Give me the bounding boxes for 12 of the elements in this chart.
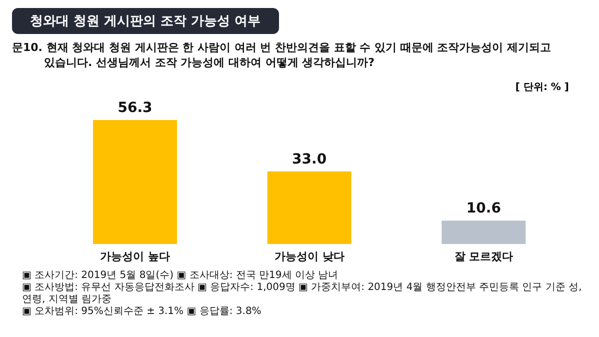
text: ▣ 조사기간: 2019년 5월 8일(수) ▣ 조사대상: 전국 만19세 이상 남녀 [22, 270, 340, 282]
x-tick-label: 가능성이 높다 [100, 250, 170, 263]
text: [ 단위: % ] [515, 81, 569, 94]
x-tick-label: 잘 모르겠다 [454, 250, 514, 263]
data-label: 56.3 [118, 100, 152, 116]
text: ▣ 오차범위: 95%신뢰수준 ± 3.1% ▣ 응답률: 3.8% [22, 306, 262, 318]
chart-title: 청와대 청원 게시판의 조작 가능성 여부 [12, 8, 279, 34]
data-label: 33.0 [292, 151, 327, 168]
data-label: 10.6 [466, 200, 501, 217]
x-tick-label: 가능성이 낮다 [274, 250, 344, 263]
text: ▣ 조사방법: 유무선 자동응답전화조사 ▣ 응답자수: 1,009명 ▣ 가중치부여: 2019년 4월 행정안전부 주민등록 인구 기준 성,연령, 지역별 림가중 [22, 282, 583, 306]
chart-subtitle: 문10. 현재 청와대 청원 게시판은 한 사람이 여러 번 찬반의견을 표할 수 있기 때문에 조작가능성이 제기되고 있습니다. 선생님께서 조작 가능성에 대하여 어떻게 생각하십니까? [12, 40, 552, 70]
